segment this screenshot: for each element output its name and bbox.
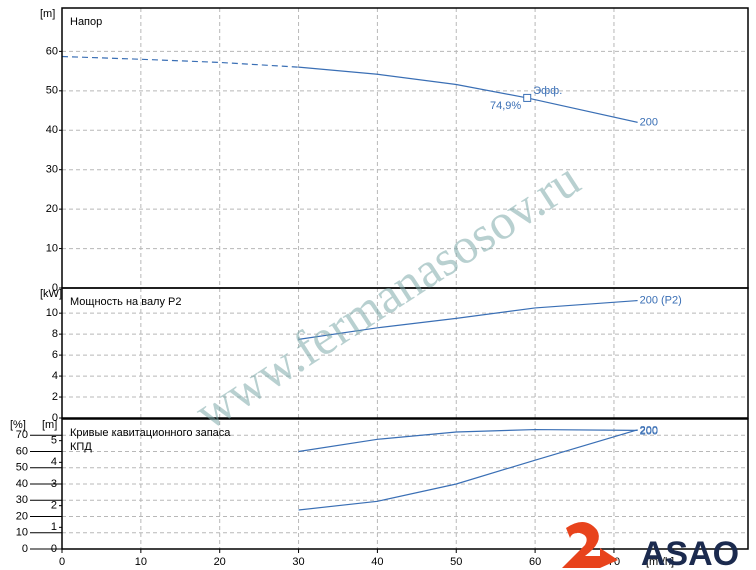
x-tick-label: 40 bbox=[371, 556, 383, 568]
y-tick-label: 50 bbox=[46, 85, 58, 97]
curve-label: 200 bbox=[640, 426, 658, 438]
panel-title: Напор bbox=[70, 16, 102, 28]
curve bbox=[298, 429, 638, 511]
y2-tick-label: 2 bbox=[51, 500, 57, 512]
y-axis-label: [%] bbox=[10, 419, 26, 431]
curve bbox=[298, 299, 638, 340]
logo: ASAO bbox=[562, 521, 739, 570]
plot-area: 0 10 20 30 40 50 60 70 [m³/h]0102030405060[m]Нап… bbox=[10, 7, 749, 568]
y-axis-label: [m] bbox=[40, 8, 55, 20]
efficiency-marker bbox=[523, 93, 532, 102]
logo-text: ASAO bbox=[641, 535, 739, 570]
y-tick-label: 0 bbox=[52, 412, 58, 424]
curve-label: 200 (P2) bbox=[640, 294, 682, 306]
y2-tick-label: 4 bbox=[51, 456, 57, 468]
y2-tick-label: 0 bbox=[51, 543, 57, 555]
y2-axis-label: [m] bbox=[42, 419, 57, 431]
curve-label: 200 bbox=[640, 116, 658, 128]
panel-title: Мощность на валу P2 bbox=[70, 296, 182, 308]
x-tick-label: 20 bbox=[214, 556, 226, 568]
y-tick-label: 40 bbox=[46, 124, 58, 136]
curve bbox=[298, 428, 638, 453]
panel-title: Кривые кавитационного запаса bbox=[70, 427, 231, 439]
y-tick-label: 20 bbox=[16, 510, 28, 522]
x-tick-label: 0 bbox=[59, 556, 65, 568]
logo-icon bbox=[600, 548, 618, 568]
y-tick-label: 0 bbox=[52, 282, 58, 294]
panel-title: КПД bbox=[70, 441, 92, 453]
y2-tick-label: 5 bbox=[51, 435, 57, 447]
y-tick-label: 60 bbox=[46, 45, 58, 57]
y-tick-label: 30 bbox=[46, 164, 58, 176]
curve-label: 200 bbox=[640, 424, 658, 436]
y-tick-label: 70 bbox=[16, 429, 28, 441]
marker-label: Эфф. bbox=[533, 85, 562, 97]
y-tick-label: 10 bbox=[46, 307, 58, 319]
x-tick-label: 30 bbox=[292, 556, 304, 568]
y-tick-label: 0 bbox=[22, 543, 28, 555]
curve bbox=[298, 66, 638, 123]
y-tick-label: 10 bbox=[16, 527, 28, 539]
y-tick-label: 8 bbox=[52, 328, 58, 340]
logo-icon bbox=[562, 521, 606, 568]
y-tick-label: 2 bbox=[52, 391, 58, 403]
y2-tick-label: 3 bbox=[51, 478, 57, 490]
x-tick-label: 10 bbox=[135, 556, 147, 568]
x-axis-label: [m³/h] bbox=[646, 556, 674, 568]
y-tick-label: 20 bbox=[46, 203, 58, 215]
y-tick-label: 4 bbox=[52, 370, 58, 382]
y-tick-label: 40 bbox=[16, 478, 28, 490]
y-tick-label: 6 bbox=[52, 349, 58, 361]
y2-tick-label: 1 bbox=[51, 521, 57, 533]
y-tick-label: 60 bbox=[16, 445, 28, 457]
y-axis-label: [kW] bbox=[40, 288, 62, 300]
y-tick-label: 10 bbox=[46, 242, 58, 254]
x-tick-label: 60 bbox=[529, 556, 541, 568]
y-tick-label: 30 bbox=[16, 494, 28, 506]
marker-label: 74,9% bbox=[490, 100, 521, 112]
y-tick-label: 50 bbox=[16, 462, 28, 474]
x-tick-label: 50 bbox=[450, 556, 462, 568]
panel-frame bbox=[61, 287, 749, 419]
panel-frame bbox=[61, 418, 749, 550]
